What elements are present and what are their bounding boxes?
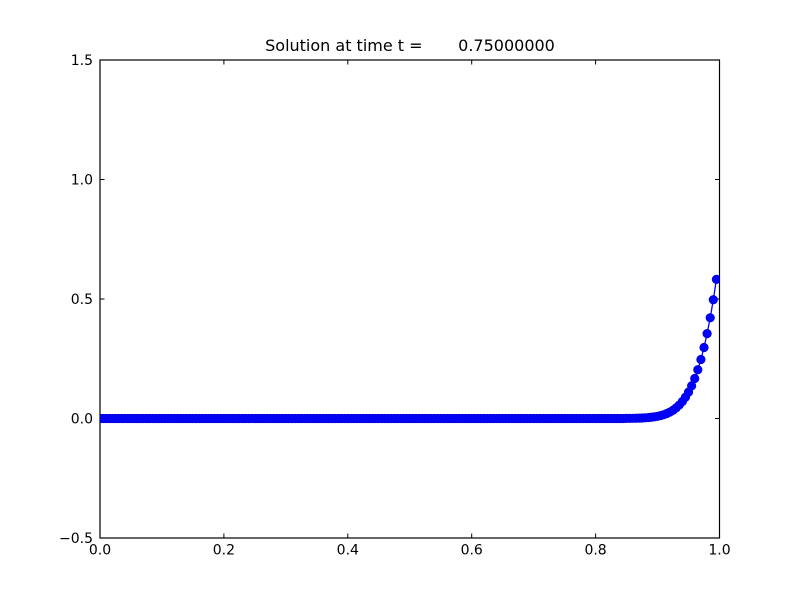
data-point-marker — [711, 274, 720, 284]
data-point-marker — [693, 365, 703, 375]
x-tick-label: 0.2 — [213, 543, 235, 559]
y-tick-label: 1.0 — [71, 173, 93, 189]
x-tick-label: 0.4 — [337, 543, 359, 559]
x-tick-label: 0.0 — [89, 543, 111, 559]
data-point-marker — [702, 329, 712, 339]
chart-title: Solution at time t = 0.75000000 — [265, 36, 555, 55]
axes-frame — [99, 59, 721, 539]
data-point-marker — [696, 354, 706, 365]
data-point-marker — [690, 373, 700, 384]
series-group — [100, 274, 720, 424]
data-point-marker — [699, 342, 709, 353]
solution-line — [100, 279, 718, 420]
x-tick-label: 0.6 — [461, 543, 483, 559]
x-tick-label: 0.8 — [584, 543, 606, 559]
y-tick-label: 1.5 — [71, 53, 93, 69]
data-point-marker — [708, 295, 718, 305]
y-tick-label: 0.0 — [71, 412, 93, 428]
data-point-marker — [705, 313, 715, 323]
y-tick-label: 0.5 — [71, 292, 93, 308]
y-tick-label: −0.5 — [59, 531, 93, 547]
x-tick-label: 1.0 — [708, 543, 730, 559]
